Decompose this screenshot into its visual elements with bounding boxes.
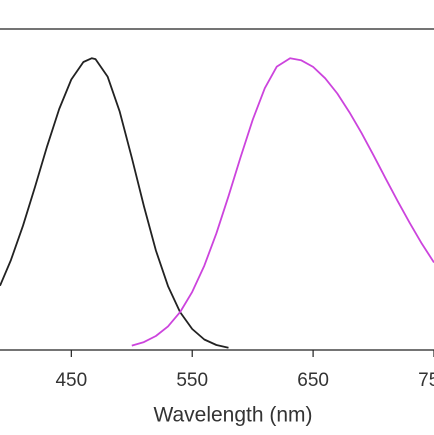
- x-axis-label: Wavelength (nm): [153, 404, 312, 427]
- series-line: [131, 57, 434, 347]
- x-tick-label: 650: [297, 370, 329, 391]
- x-tick-label: 750: [418, 370, 434, 391]
- x-tick-label: 550: [176, 370, 208, 391]
- series-line: [0, 57, 229, 349]
- x-tick-label: 450: [55, 370, 87, 391]
